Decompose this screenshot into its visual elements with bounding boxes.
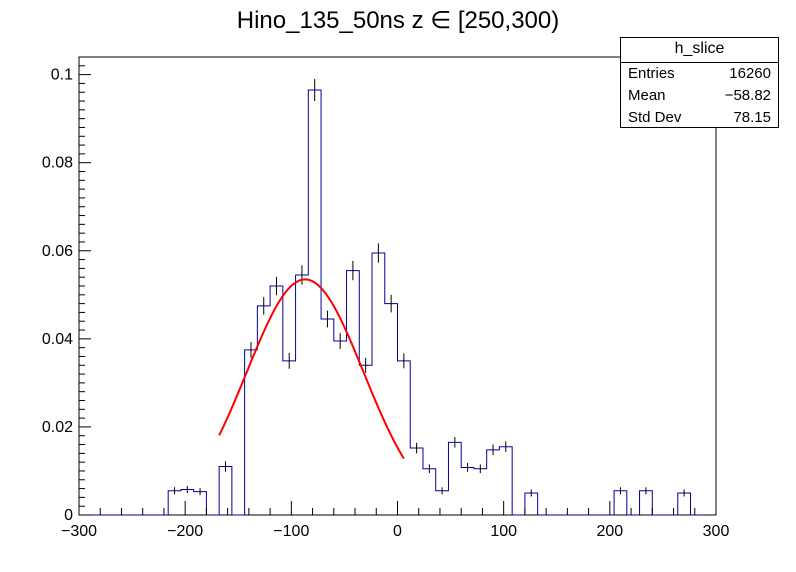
stats-box: h_slice Entries 16260 Mean −58.82 Std De… <box>620 37 779 128</box>
x-tick-label: 100 <box>490 523 517 540</box>
y-tick-label: 0.04 <box>42 331 73 348</box>
stats-label: Entries <box>628 65 675 82</box>
stats-row-mean: Mean −58.82 <box>621 85 778 107</box>
y-tick-label: 0.08 <box>42 155 73 172</box>
x-tick-label: −200 <box>167 523 203 540</box>
axes: −300 −200 −100 0 100 200 300 0 0.02 0.04 0.06 0.08 0… <box>42 65 730 540</box>
y-tick-label: 0.02 <box>42 419 73 436</box>
stats-label: Mean <box>628 87 666 104</box>
stats-row-stddev: Std Dev 78.15 <box>621 107 778 129</box>
stats-value: 78.15 <box>733 109 771 126</box>
stats-value: 16260 <box>729 65 771 82</box>
stats-title: h_slice <box>621 38 778 63</box>
stats-value: −58.82 <box>724 87 771 104</box>
chart-title: Hino_135_50ns z ∈ [250,300) <box>236 7 560 34</box>
stats-label: Std Dev <box>628 109 682 126</box>
y-tick-label: 0 <box>64 507 73 524</box>
gaussian-fit-curve <box>218 278 405 460</box>
x-tick-label: −100 <box>273 523 309 540</box>
x-tick-label: 200 <box>596 523 623 540</box>
y-tick-label: 0.06 <box>42 243 73 260</box>
y-tick-label: 0.1 <box>51 67 73 84</box>
error-bars <box>174 79 685 497</box>
x-tick-label: 0 <box>393 523 402 540</box>
x-tick-label: 300 <box>703 523 730 540</box>
x-tick-label: −300 <box>61 523 97 540</box>
stats-row-entries: Entries 16260 <box>621 63 778 85</box>
